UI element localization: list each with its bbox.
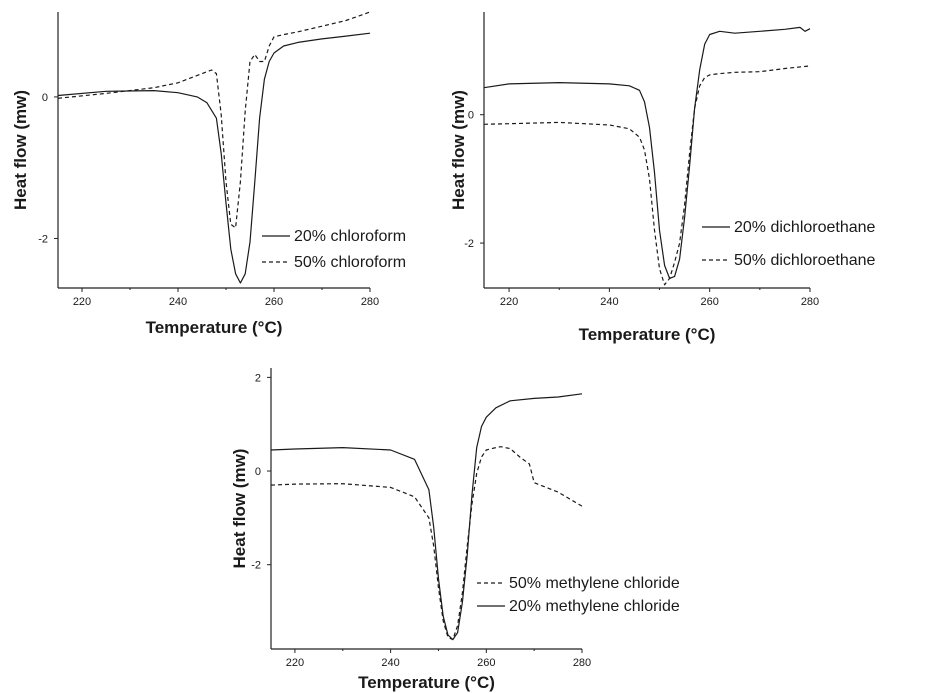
- y-tick-label: 0: [255, 466, 261, 478]
- legend-label: 50% methylene chloride: [509, 575, 680, 592]
- x-axis-title: Temperature (°C): [358, 673, 495, 692]
- chart-panel-chloroform: 220 240 260 280 0 -2 Temperature (°C) Heat flow…: [11, 11, 406, 337]
- x-tick-label: 260: [477, 657, 495, 669]
- chart-panel-dichloroethane: 220 240 260 280 0 -2 Temperature (°C) Heat flow…: [449, 12, 876, 344]
- legend-label: 50% chloroform: [294, 254, 406, 271]
- y-tick-label: 0: [468, 110, 474, 122]
- series-line-solid: [270, 393, 583, 641]
- y-tick-label: -2: [38, 233, 48, 245]
- x-tick-label: 220: [286, 657, 304, 669]
- y-tick-label: -2: [251, 560, 261, 572]
- series-line-solid: [57, 32, 371, 284]
- x-axis-title: Temperature (°C): [579, 325, 716, 344]
- x-tick-label: 220: [73, 296, 91, 308]
- x-tick-label: 280: [801, 296, 819, 308]
- series-line-dashed: [270, 446, 583, 641]
- x-tick-label: 260: [265, 296, 283, 308]
- y-tick-label: 2: [255, 372, 261, 384]
- chart-panel-methylene-chloride: 220 240 260 280 2 0 -2 Temperature (°C) Heat flo…: [230, 368, 680, 692]
- x-tick-label: 240: [381, 657, 399, 669]
- legend-label: 20% methylene chloride: [509, 598, 680, 615]
- legend-label: 20% dichloroethane: [734, 219, 876, 236]
- series-line-solid: [483, 26, 811, 279]
- x-tick-label: 240: [600, 296, 618, 308]
- y-axis-title: Heat flow (mw): [11, 90, 30, 210]
- y-axis-title: Heat flow (mw): [230, 449, 249, 569]
- x-tick-label: 280: [361, 296, 379, 308]
- x-tick-label: 240: [169, 296, 187, 308]
- series-line-dashed: [57, 11, 371, 229]
- x-tick-label: 280: [573, 657, 591, 669]
- y-axis-title: Heat flow (mw): [449, 90, 468, 210]
- legend-label: 20% chloroform: [294, 228, 406, 245]
- x-tick-label: 260: [701, 296, 719, 308]
- y-tick-label: -2: [464, 238, 474, 250]
- legend-label: 50% dichloroethane: [734, 252, 876, 269]
- x-tick-label: 220: [500, 296, 518, 308]
- y-tick-label: 0: [42, 92, 48, 104]
- x-axis-title: Temperature (°C): [146, 318, 283, 337]
